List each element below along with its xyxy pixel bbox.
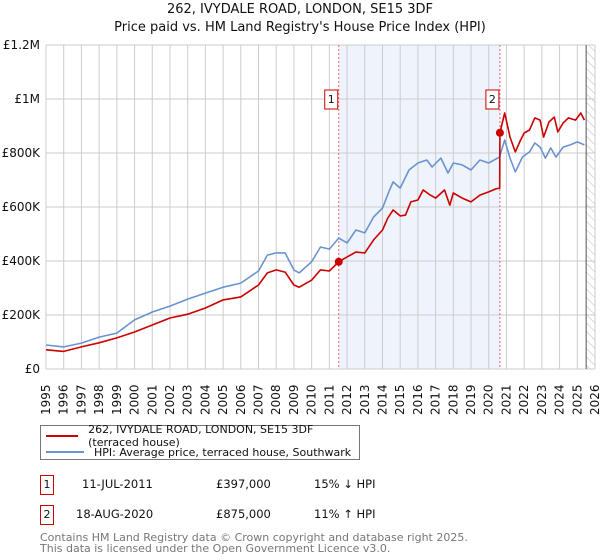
- property-price-line: [45, 112, 586, 353]
- x-tick-label: 1997: [74, 384, 88, 415]
- x-tick-label: 2012: [340, 384, 354, 415]
- chart-subtitle: Price paid vs. HM Land Registry's House …: [114, 20, 486, 35]
- transaction-row: 2 18-AUG-2020 £875,000 11% ↑ HPI: [40, 505, 440, 525]
- sale-marker-label: 2: [489, 93, 496, 106]
- y-tick-label: £1M: [14, 92, 40, 106]
- transaction-price: £397,000: [216, 477, 271, 491]
- transaction-row: 1 11-JUL-2011 £397,000 15% ↓ HPI: [40, 475, 440, 495]
- legend-swatch-property: [46, 435, 79, 437]
- legend-swatch-hpi: [46, 451, 84, 453]
- transaction-marker: 1: [40, 475, 54, 495]
- legend-item-property: 262, IVYDALE ROAD, LONDON, SE15 3DF (ter…: [41, 423, 359, 449]
- x-tick-label: 2018: [446, 384, 460, 415]
- x-tick-label: 2010: [305, 384, 319, 415]
- x-tick-label: 2014: [375, 384, 389, 415]
- sale-marker-label: 1: [328, 93, 335, 106]
- x-tick-label: 2024: [553, 384, 567, 415]
- y-tick-label: £400K: [2, 254, 42, 268]
- x-tick-label: 2017: [429, 384, 443, 415]
- x-tick-label: 2026: [588, 384, 600, 415]
- x-tick-label: 2006: [234, 384, 248, 415]
- legend-label-hpi: HPI: Average price, terraced house, Sout…: [94, 445, 352, 459]
- legend-item-hpi: HPI: Average price, terraced house, Sout…: [41, 444, 351, 460]
- legend: 262, IVYDALE ROAD, LONDON, SE15 3DF (ter…: [40, 423, 360, 460]
- price-chart: 1995 1996 1997 1998 1999 2000 2001 2002 2003 2004…: [2, 38, 600, 415]
- x-tick-label: 2022: [517, 384, 531, 415]
- x-tick-label: 2013: [358, 384, 372, 415]
- transaction-hpi-diff: 15% ↓ HPI: [314, 477, 376, 491]
- footer-licence: This data is licensed under the Open Gov…: [40, 542, 391, 555]
- hpi-line: [45, 139, 585, 348]
- x-tick-label: 2000: [128, 384, 142, 415]
- x-tick-label: 2016: [411, 384, 425, 415]
- x-tick-label: 2007: [252, 384, 266, 415]
- sale-point: [334, 257, 343, 266]
- sale-marker-box: [324, 89, 339, 110]
- y-tick-label: £0: [25, 362, 40, 376]
- transaction-date: 18-AUG-2020: [76, 507, 154, 521]
- x-tick-label: 2001: [145, 384, 159, 415]
- sale-point: [495, 128, 504, 137]
- chart-title: 262, IVYDALE ROAD, LONDON, SE15 3DF: [166, 2, 434, 17]
- transaction-date: 11-JUL-2011: [82, 477, 153, 491]
- x-tick-label: 2021: [499, 384, 513, 415]
- footer: Contains HM Land Registry data © Crown c…: [40, 532, 468, 554]
- legend-label-property: 262, IVYDALE ROAD, LONDON, SE15 3DF (ter…: [88, 423, 314, 449]
- x-tick-label: 2023: [535, 384, 549, 415]
- x-tick-label: 2002: [163, 384, 177, 415]
- transaction-hpi-diff: 11% ↑ HPI: [314, 507, 376, 521]
- x-tick-label: 1998: [92, 384, 106, 415]
- x-tick-label: 2008: [269, 384, 283, 415]
- y-tick-label: £200K: [2, 308, 42, 322]
- y-tick-label: £800K: [2, 146, 42, 160]
- sale-marker-box: [485, 89, 500, 110]
- x-tick-label: 2011: [322, 384, 336, 415]
- transaction-price: £875,000: [216, 507, 271, 521]
- x-tick-label: 2019: [464, 384, 478, 415]
- y-tick-label: £1.2M: [3, 38, 40, 52]
- x-tick-label: 2025: [570, 384, 584, 415]
- y-tick-label: £600K: [2, 200, 42, 214]
- x-tick-label: 2003: [181, 384, 195, 415]
- footer-copyright: Contains HM Land Registry data © Crown c…: [40, 531, 468, 544]
- transaction-marker: 2: [40, 505, 54, 525]
- x-tick-label: 1996: [57, 384, 71, 415]
- x-tick-label: 1999: [110, 384, 124, 415]
- x-tick-label: 1995: [39, 384, 53, 415]
- x-tick-label: 2005: [216, 384, 230, 415]
- x-tick-label: 2020: [482, 384, 496, 415]
- x-tick-label: 2004: [198, 384, 212, 415]
- x-tick-label: 2009: [287, 384, 301, 415]
- x-tick-label: 2015: [393, 384, 407, 415]
